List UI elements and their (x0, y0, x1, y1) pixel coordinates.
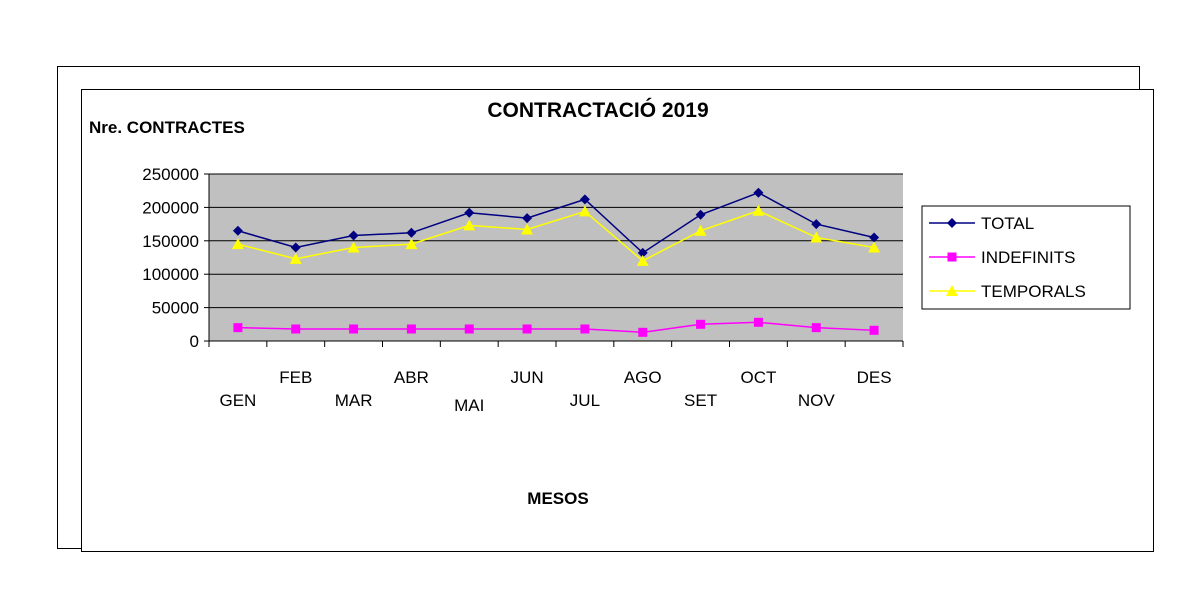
series-temporals-point (752, 204, 765, 216)
series-indefinits-line (237, 321, 875, 334)
series-temporals-point (810, 231, 823, 243)
x-tick-label: OCT (740, 368, 776, 387)
legend-temporals-point (946, 285, 958, 296)
series-indefinits-point (869, 325, 879, 335)
x-tick-label: GEN (219, 391, 256, 410)
y-axis-label: Nre. CONTRACTES (89, 118, 245, 137)
x-tick-label: ABR (394, 368, 429, 387)
x-tick-label: DES (857, 368, 892, 387)
series-total-point (348, 230, 359, 241)
series-temporals-point (405, 238, 418, 250)
x-tick-label: JUL (570, 391, 600, 410)
series-temporals-point (231, 238, 244, 250)
series-total-point (464, 207, 475, 218)
series-total-line (237, 191, 875, 254)
series-total-point (753, 187, 764, 198)
legend-indefinits-label: INDEFINITS (981, 248, 1075, 267)
series-temporals-point (578, 205, 591, 217)
legend-indefinits-point (947, 252, 957, 262)
y-tick-labels: 250000 200000 150000 100000 50000 0 (142, 165, 199, 351)
legend-temporals: TEMPORALS (929, 282, 1086, 301)
legend: TOTAL INDEFINITS TEMPORALS (921, 205, 1131, 310)
series-total-point (869, 232, 880, 243)
y-tick-label: 100000 (142, 265, 199, 284)
y-tick-label: 150000 (142, 232, 199, 251)
series-lines (231, 187, 881, 337)
x-tick-label: MAR (335, 391, 373, 410)
x-tick-label: SET (684, 391, 717, 410)
series-temporals-point (694, 224, 707, 236)
series-indefinits-point (233, 323, 243, 333)
legend-temporals-label: TEMPORALS (981, 282, 1086, 301)
series-indefinits-point (753, 317, 763, 327)
series-indefinits (233, 317, 879, 337)
axes (204, 173, 904, 347)
series-total-point (811, 219, 822, 230)
y-tick-label: 50000 (152, 299, 199, 318)
series-total (232, 187, 880, 258)
x-axis-label: MESOS (527, 489, 588, 508)
series-indefinits-point (291, 324, 301, 334)
legend-indefinits: INDEFINITS (929, 248, 1075, 267)
legend-total-label: TOTAL (981, 214, 1034, 233)
series-indefinits-point (406, 324, 416, 334)
y-tick-label: 0 (190, 332, 199, 351)
y-tick-label: 250000 (142, 165, 199, 184)
series-temporals-point (347, 241, 360, 253)
x-tick-label: FEB (279, 368, 312, 387)
chart-title: CONTRACTACIÓ 2019 (487, 98, 708, 122)
series-temporals (231, 204, 881, 266)
series-indefinits-point (638, 327, 648, 337)
legend-total: TOTAL (929, 214, 1034, 233)
series-total-point (695, 209, 706, 220)
series-total-point (290, 242, 301, 253)
series-total-point (579, 194, 590, 205)
series-indefinits-point (522, 324, 532, 334)
series-indefinits-point (696, 319, 706, 329)
series-temporals-point (463, 219, 476, 231)
x-tick-label: JUN (511, 368, 544, 387)
series-total-point (406, 227, 417, 238)
series-indefinits-point (580, 324, 590, 334)
x-tick-label: AGO (624, 368, 662, 387)
x-tick-labels: GEN FEB MAR ABR MAI JUN JUL AGO SET OCT NOV DES (219, 368, 891, 415)
legend-total-point (947, 218, 957, 228)
series-temporals-point (289, 252, 302, 264)
series-indefinits-point (464, 324, 474, 334)
series-temporals-point (521, 223, 534, 235)
x-tick-label: MAI (454, 396, 484, 415)
series-temporals-line (237, 209, 875, 262)
plot-area (209, 174, 903, 341)
series-total-point (232, 225, 243, 236)
series-temporals-point (636, 254, 649, 266)
series-indefinits-point (349, 324, 359, 334)
series-total-point (637, 247, 648, 258)
series-temporals-point (868, 241, 881, 253)
series-indefinits-point (811, 323, 821, 333)
x-tick-label: NOV (798, 391, 836, 410)
y-tick-label: 200000 (142, 198, 199, 217)
series-total-point (522, 213, 533, 224)
